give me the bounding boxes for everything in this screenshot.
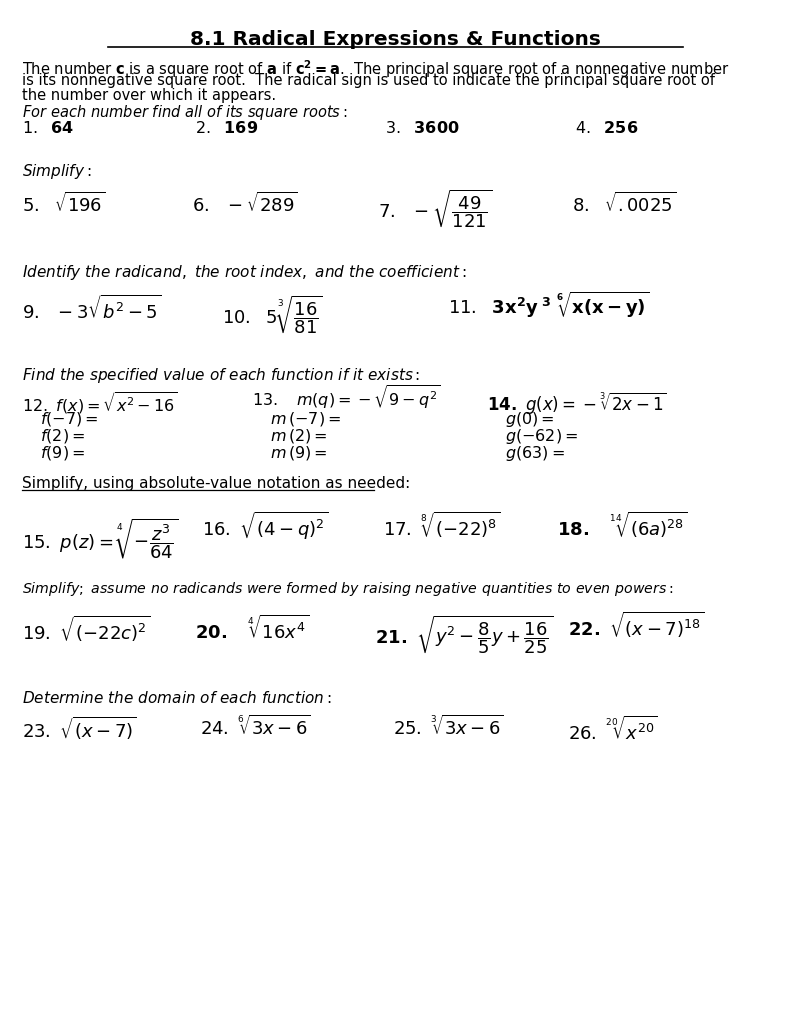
Text: $17.\ \sqrt[8]{(-22)^8}$: $17.\ \sqrt[8]{(-22)^8}$ (383, 510, 501, 541)
Text: $1.\ \ \mathbf{64}$: $1.\ \ \mathbf{64}$ (22, 120, 74, 136)
Text: $23.\ \sqrt{(x-7)}$: $23.\ \sqrt{(x-7)}$ (22, 715, 137, 742)
Text: $m\,(2)=$: $m\,(2)=$ (270, 427, 327, 445)
Text: $m\,(-7)=$: $m\,(-7)=$ (270, 410, 341, 428)
Text: the number over which it appears.: the number over which it appears. (22, 88, 276, 103)
Text: $3.\ \ \mathbf{3600}$: $3.\ \ \mathbf{3600}$ (385, 120, 460, 136)
Text: 8.1 Radical Expressions & Functions: 8.1 Radical Expressions & Functions (190, 30, 601, 49)
Text: $g(-62)=$: $g(-62)=$ (505, 427, 578, 446)
Text: $2.\ \ \mathbf{169}$: $2.\ \ \mathbf{169}$ (195, 120, 258, 136)
Text: $\mathit{Simplify:}$: $\mathit{Simplify:}$ (22, 162, 92, 181)
Text: $8.\ \ \sqrt{.0025}$: $8.\ \ \sqrt{.0025}$ (572, 193, 676, 216)
Text: $\mathit{Simplify;\ assume\ no\ radicands\ were\ formed\ by\ raising\ negative\ : $\mathit{Simplify;\ assume\ no\ radicand… (22, 580, 673, 598)
Text: Simplify, using absolute-value notation as needed:: Simplify, using absolute-value notation … (22, 476, 411, 490)
Text: $m\,(9)=$: $m\,(9)=$ (270, 444, 327, 462)
Text: $f(2)=$: $f(2)=$ (40, 427, 85, 445)
Text: $4.\ \ \mathbf{256}$: $4.\ \ \mathbf{256}$ (575, 120, 638, 136)
Text: $25.\ \sqrt[3]{3x-6}$: $25.\ \sqrt[3]{3x-6}$ (393, 715, 504, 739)
Text: $\mathit{Identify\ the\ radicand,\ the\ root\ index,\ and\ the\ coefficient:}$: $\mathit{Identify\ the\ radicand,\ the\ … (22, 263, 467, 282)
Text: $\mathbf{21.}\ \sqrt{y^2-\dfrac{8}{5}y+\dfrac{16}{25}}$: $\mathbf{21.}\ \sqrt{y^2-\dfrac{8}{5}y+\… (375, 614, 554, 656)
Text: $26.\ \sqrt[20]{x^{20}}$: $26.\ \sqrt[20]{x^{20}}$ (568, 715, 658, 743)
Text: $11.\ \ \mathbf{3x^2y^{\ 3}\ \sqrt[6]{x(x-y)}}$: $11.\ \ \mathbf{3x^2y^{\ 3}\ \sqrt[6]{x(… (448, 290, 649, 321)
Text: $5.\ \ \sqrt{196}$: $5.\ \ \sqrt{196}$ (22, 193, 106, 216)
Text: $\mathit{Find\ the\ specified\ value\ of\ each\ function\ if\ it\ exists:}$: $\mathit{Find\ the\ specified\ value\ of… (22, 366, 420, 385)
Text: $\mathbf{18.}\quad \sqrt[14]{(6a)^{28}}$: $\mathbf{18.}\quad \sqrt[14]{(6a)^{28}}$ (557, 510, 687, 541)
Text: $24.\ \sqrt[6]{3x-6}$: $24.\ \sqrt[6]{3x-6}$ (200, 715, 311, 739)
Text: $g(63)=$: $g(63)=$ (505, 444, 565, 463)
Text: $10.\ \ 5\sqrt[3]{\dfrac{16}{81}}$: $10.\ \ 5\sqrt[3]{\dfrac{16}{81}}$ (222, 294, 323, 337)
Text: $6.\ \ -\sqrt{289}$: $6.\ \ -\sqrt{289}$ (192, 193, 297, 216)
Text: $16.\ \sqrt{(4-q)^2}$: $16.\ \sqrt{(4-q)^2}$ (202, 510, 328, 543)
Text: $\mathit{Determine\ the\ domain\ of\ each\ function:}$: $\mathit{Determine\ the\ domain\ of\ eac… (22, 690, 332, 706)
Text: $13.\quad m(q)=-\sqrt{9-q^2}$: $13.\quad m(q)=-\sqrt{9-q^2}$ (252, 383, 441, 411)
Text: $g(0)=$: $g(0)=$ (505, 410, 554, 429)
Text: $f(-7)=$: $f(-7)=$ (40, 410, 99, 428)
Text: $12.\ f(x)=\sqrt{x^2-16}$: $12.\ f(x)=\sqrt{x^2-16}$ (22, 390, 178, 416)
Text: $\mathbf{22.}\ \sqrt{(x-7)^{18}}$: $\mathbf{22.}\ \sqrt{(x-7)^{18}}$ (568, 610, 704, 640)
Text: $\mathit{For\ each\ number\ find\ all\ of\ its\ square\ roots:}$: $\mathit{For\ each\ number\ find\ all\ o… (22, 103, 347, 122)
Text: The number $\mathbf{c}$ is a square root of $\mathbf{a}$ if $\mathbf{c^2 = a}$. : The number $\mathbf{c}$ is a square root… (22, 58, 729, 80)
Text: $\mathbf{20.}\quad \sqrt[4]{16x^4}$: $\mathbf{20.}\quad \sqrt[4]{16x^4}$ (195, 614, 309, 642)
Text: $\mathbf{14.}\ g(x)=-\sqrt[3]{2x-1}$: $\mathbf{14.}\ g(x)=-\sqrt[3]{2x-1}$ (487, 390, 667, 416)
Text: $7.\ \ -\sqrt{\dfrac{49}{121}}$: $7.\ \ -\sqrt{\dfrac{49}{121}}$ (378, 188, 493, 230)
Text: $f(9)=$: $f(9)=$ (40, 444, 85, 462)
Text: $9.\ \ -3\sqrt{b^2-5}$: $9.\ \ -3\sqrt{b^2-5}$ (22, 294, 161, 323)
Text: is its nonnegative square root.  The radical sign is used to indicate the princi: is its nonnegative square root. The radi… (22, 73, 715, 88)
Text: $19.\ \sqrt{(-22c)^2}$: $19.\ \sqrt{(-22c)^2}$ (22, 614, 150, 644)
Text: $15.\ p(z)=\sqrt[4]{-\dfrac{z^3}{64}}$: $15.\ p(z)=\sqrt[4]{-\dfrac{z^3}{64}}$ (22, 516, 179, 561)
